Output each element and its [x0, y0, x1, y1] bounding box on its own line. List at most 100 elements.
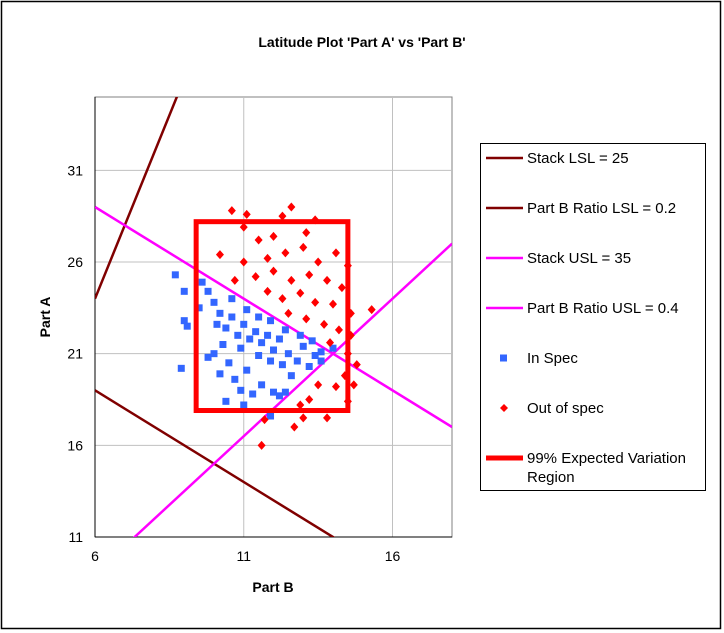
- y-tick-label: 21: [67, 346, 83, 362]
- in-spec-point: [278, 361, 286, 369]
- in-spec-point: [195, 304, 203, 312]
- in-spec-point: [177, 364, 185, 372]
- chart-title: Latitude Plot 'Part A' vs 'Part B': [258, 34, 465, 50]
- in-spec-point: [180, 317, 188, 325]
- out-of-spec-point: [239, 257, 248, 267]
- legend-label: In Spec: [527, 350, 578, 367]
- legend-label: Part B Ratio LSL = 0.2: [527, 200, 676, 217]
- out-of-spec-point: [323, 275, 332, 285]
- in-spec-point: [329, 344, 337, 352]
- in-spec-point: [287, 372, 295, 380]
- in-spec-point: [252, 328, 260, 336]
- in-spec-point: [228, 295, 236, 303]
- in-spec-point: [222, 397, 230, 405]
- in-spec-point: [267, 317, 275, 325]
- out-of-spec-point: [302, 314, 311, 324]
- in-spec-point: [240, 320, 248, 328]
- in-spec-point: [275, 392, 283, 400]
- in-spec-point: [246, 335, 254, 343]
- in-spec-point: [305, 363, 313, 370]
- in-spec-point: [284, 350, 292, 358]
- plot-area: 6 11 16 11 16 21 26 31: [67, 96, 453, 564]
- out-of-spec-point: [305, 395, 314, 404]
- expected-variation-region: [193, 219, 351, 413]
- out-of-spec-point: [269, 266, 278, 276]
- in-spec-point: [281, 326, 289, 334]
- in-spec-point: [183, 322, 191, 330]
- out-of-spec-point: [278, 211, 287, 221]
- in-spec-point: [204, 353, 212, 361]
- in-spec-point: [237, 386, 245, 394]
- legend-label: 99% Expected Variation Region: [527, 450, 686, 486]
- out-of-spec-point: [331, 382, 340, 392]
- in-spec-point: [210, 350, 218, 358]
- x-tick-label: 11: [236, 548, 251, 564]
- in-spec-point: [222, 324, 230, 332]
- out-of-spec-point: [230, 275, 239, 285]
- legend-marker-diamond: [500, 404, 508, 412]
- in-spec-point: [258, 381, 266, 389]
- legend-label: Stack USL = 35: [527, 250, 631, 267]
- out-of-spec-point: [320, 319, 329, 329]
- in-spec-point: [317, 357, 325, 365]
- in-spec-point: [255, 313, 263, 321]
- in-spec-point: [299, 342, 307, 350]
- legend-label: Out of spec: [527, 400, 604, 417]
- out-of-spec-point: [314, 380, 323, 390]
- out-of-spec-point: [269, 231, 278, 241]
- spec-line-stack-usl-35: [95, 205, 452, 429]
- in-spec-point: [234, 331, 242, 339]
- in-spec-point: [198, 278, 206, 286]
- out-of-spec-point: [263, 286, 272, 296]
- in-spec-point: [270, 388, 277, 396]
- legend-label-line: 99% Expected Variation: [527, 450, 686, 467]
- in-spec-point: [281, 388, 289, 396]
- out-of-spec-point: [352, 360, 361, 370]
- y-tick-label: 16: [67, 437, 83, 453]
- out-of-spec-point: [296, 400, 305, 410]
- out-of-spec-point: [227, 206, 236, 216]
- out-of-spec-point: [281, 248, 290, 258]
- out-of-spec-point: [284, 308, 293, 318]
- out-of-spec-point: [263, 253, 272, 263]
- in-spec-point: [204, 287, 212, 295]
- in-spec-point: [171, 271, 179, 279]
- out-of-spec-point: [287, 202, 296, 212]
- x-tick-label: 16: [385, 548, 401, 564]
- in-spec-point: [293, 357, 301, 365]
- in-spec-point: [231, 375, 239, 383]
- y-tick-label: 11: [68, 529, 83, 545]
- in-spec-point: [267, 412, 275, 420]
- y-tick-label: 26: [67, 254, 83, 270]
- in-spec-point: [240, 401, 248, 409]
- spec-line-stack-lsl-25: [95, 389, 336, 537]
- in-spec-point: [258, 339, 266, 347]
- out-of-spec-point: [299, 242, 308, 252]
- in-spec-point: [219, 341, 227, 348]
- in-spec-point: [180, 287, 188, 295]
- legend-label: Part B Ratio USL = 0.4: [527, 300, 679, 317]
- in-spec-point: [311, 352, 319, 359]
- in-spec-point: [216, 370, 224, 378]
- in-spec-point: [216, 309, 224, 317]
- in-spec-point: [249, 390, 257, 398]
- out-of-spec-point: [331, 248, 340, 258]
- in-spec-point: [243, 366, 251, 374]
- in-spec-point: [317, 348, 325, 356]
- out-of-spec-point: [239, 222, 248, 232]
- out-of-spec-point: [296, 288, 305, 298]
- out-of-spec-point: [242, 209, 251, 219]
- out-of-spec-point: [215, 250, 224, 260]
- out-of-spec-point: [337, 283, 346, 293]
- in-spec-point: [275, 335, 283, 343]
- plot-content: [95, 97, 452, 537]
- in-spec-point: [225, 359, 233, 367]
- legend-label: Stack LSL = 25: [527, 150, 629, 167]
- out-of-spec-point: [302, 228, 311, 238]
- in-spec-point: [228, 313, 236, 321]
- out-of-spec-point: [278, 294, 287, 304]
- legend-marker-square: [500, 354, 507, 362]
- out-of-spec-point: [251, 272, 260, 282]
- out-of-spec-point: [349, 380, 358, 390]
